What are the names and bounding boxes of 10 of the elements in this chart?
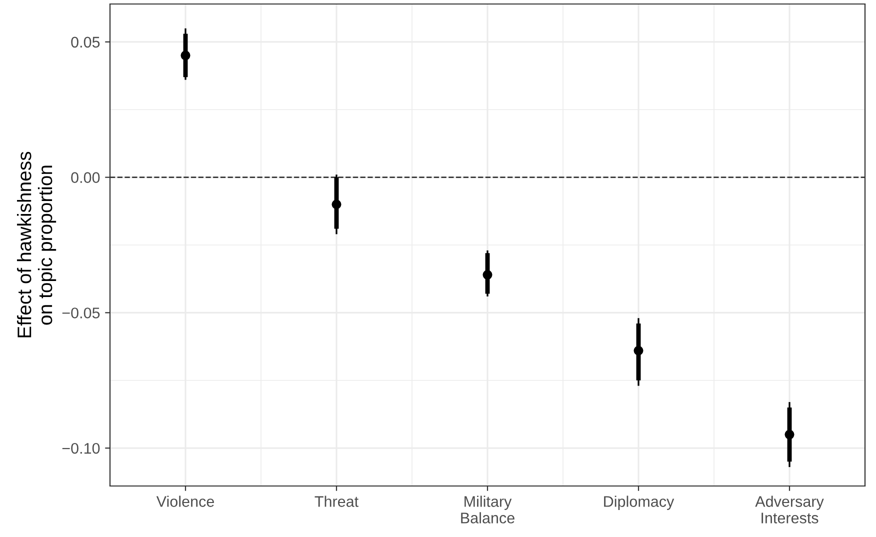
x-tick-label: Violence: [156, 496, 214, 507]
x-tick-label: Diplomacy: [604, 496, 674, 510]
y-axis-title: Effect of hawkishness on topic proportion: [16, 152, 56, 338]
y-tick-label: 0.05: [71, 36, 100, 48]
x-tick-label: Military Balance: [461, 496, 514, 524]
y-tick-label: −0.05: [62, 308, 100, 318]
x-tick-label: Adversary Interests: [755, 496, 824, 524]
y-tick-label: 0.00: [71, 172, 100, 183]
y-tick-label: −0.10: [62, 442, 100, 454]
x-tick-label: Threat: [314, 496, 358, 507]
